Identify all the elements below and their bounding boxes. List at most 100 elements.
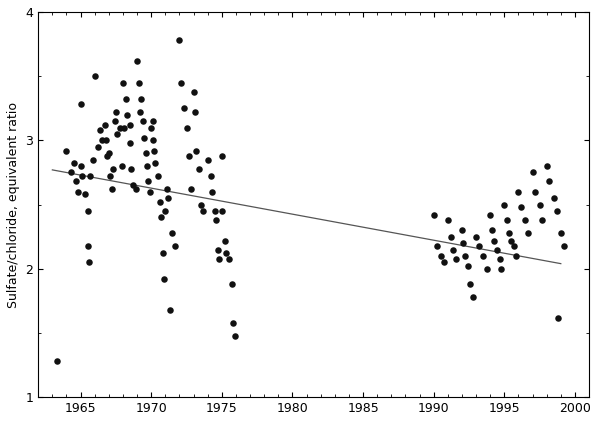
Point	[432, 242, 442, 249]
Point	[76, 101, 85, 108]
Point	[229, 319, 238, 326]
Point	[73, 188, 83, 195]
Point	[143, 178, 153, 185]
Point	[446, 233, 455, 240]
Point	[121, 96, 131, 103]
Point	[77, 173, 87, 180]
Point	[148, 118, 157, 124]
Point	[487, 227, 496, 234]
Point	[125, 122, 135, 128]
Point	[528, 169, 538, 176]
Point	[469, 294, 478, 300]
Point	[199, 208, 208, 214]
Point	[179, 105, 188, 112]
Point	[162, 186, 172, 192]
Point	[165, 306, 175, 313]
Point	[134, 79, 143, 86]
Point	[530, 188, 540, 195]
Point	[449, 246, 458, 253]
Point	[553, 314, 563, 321]
Point	[84, 259, 94, 266]
Point	[161, 208, 170, 214]
Point	[227, 281, 236, 287]
Point	[220, 237, 229, 244]
Point	[210, 208, 220, 214]
Point	[217, 208, 227, 214]
Point	[186, 186, 196, 192]
Point	[83, 208, 92, 214]
Point	[443, 216, 452, 223]
Point	[185, 152, 194, 159]
Point	[69, 160, 79, 167]
Point	[148, 137, 157, 144]
Point	[66, 169, 76, 176]
Point	[149, 147, 159, 154]
Point	[142, 162, 152, 169]
Point	[194, 165, 204, 172]
Point	[52, 358, 61, 365]
Point	[493, 246, 502, 253]
Point	[207, 188, 217, 195]
Point	[542, 162, 551, 169]
Point	[196, 201, 205, 208]
Point	[521, 216, 530, 223]
Point	[511, 252, 520, 259]
Point	[549, 195, 559, 202]
Point	[439, 259, 448, 266]
Point	[158, 250, 167, 257]
Point	[167, 230, 177, 236]
Point	[127, 165, 136, 172]
Point	[191, 147, 201, 154]
Point	[115, 124, 125, 131]
Point	[118, 79, 128, 86]
Point	[90, 73, 100, 79]
Point	[502, 216, 512, 223]
Point	[145, 188, 155, 195]
Point	[213, 246, 223, 253]
Point	[122, 111, 132, 118]
Point	[89, 156, 98, 163]
Point	[93, 143, 103, 150]
Point	[545, 178, 554, 185]
Point	[104, 150, 113, 157]
Point	[214, 255, 224, 262]
Point	[230, 332, 239, 339]
Point	[500, 201, 509, 208]
Point	[559, 242, 568, 249]
Point	[106, 173, 115, 180]
Point	[103, 152, 112, 159]
Point	[206, 173, 215, 180]
Point	[429, 211, 439, 218]
Point	[80, 191, 89, 197]
Point	[110, 118, 119, 124]
Point	[155, 199, 164, 206]
Point	[217, 152, 227, 159]
Point	[221, 250, 231, 257]
Point	[517, 204, 526, 211]
Point	[113, 130, 122, 137]
Point	[86, 173, 95, 180]
Point	[497, 265, 506, 272]
Point	[458, 240, 468, 246]
Point	[474, 242, 484, 249]
Point	[117, 162, 127, 169]
Point	[504, 230, 514, 236]
Point	[175, 37, 184, 43]
Point	[203, 156, 212, 163]
Point	[176, 79, 185, 86]
Point	[138, 118, 148, 124]
Point	[163, 195, 173, 202]
Point	[514, 188, 523, 195]
Point	[132, 57, 142, 64]
Point	[552, 208, 562, 214]
Point	[76, 162, 85, 169]
Point	[182, 124, 191, 131]
Point	[62, 147, 71, 154]
Point	[151, 160, 160, 167]
Point	[457, 227, 467, 234]
Point	[146, 124, 156, 131]
Point	[100, 122, 109, 128]
Point	[125, 140, 135, 146]
Point	[478, 252, 488, 259]
Point	[108, 165, 118, 172]
